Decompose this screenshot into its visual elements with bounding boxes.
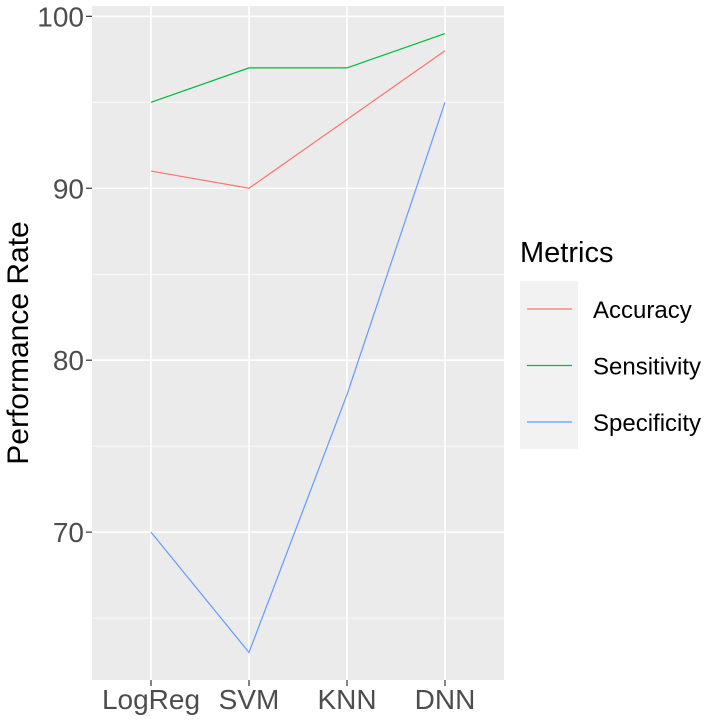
legend-label-specificity: Specificity — [593, 410, 701, 437]
x-tick-label: KNN — [317, 684, 376, 715]
x-tick-label: DNN — [415, 684, 476, 715]
y-axis: 70 80 90 100 — [37, 1, 92, 548]
x-tick-label: LogReg — [102, 684, 200, 715]
y-tick-label: 70 — [53, 517, 84, 548]
y-tick-label: 100 — [37, 1, 84, 32]
x-tick-label: SVM — [219, 684, 280, 715]
x-axis: LogReg SVM KNN DNN — [102, 680, 475, 715]
plot-panel — [92, 6, 504, 680]
y-tick-label: 90 — [53, 173, 84, 204]
legend-title: Metrics — [520, 237, 613, 269]
legend-label-sensitivity: Sensitivity — [593, 354, 701, 381]
legend-label-accuracy: Accuracy — [593, 297, 692, 324]
legend: Metrics Accuracy Sensitivity Specificity — [520, 237, 701, 449]
legend-items: Accuracy Sensitivity Specificity — [527, 297, 701, 437]
series-lines — [150, 32, 446, 654]
grid-major — [92, 6, 504, 680]
y-tick-label: 80 — [53, 345, 84, 376]
grid-minor — [92, 101, 504, 619]
series-line-accuracy — [150, 50, 446, 189]
series-line-specificity — [150, 102, 446, 654]
y-axis-title: Performance Rate — [2, 221, 35, 464]
series-line-sensitivity — [150, 32, 446, 103]
